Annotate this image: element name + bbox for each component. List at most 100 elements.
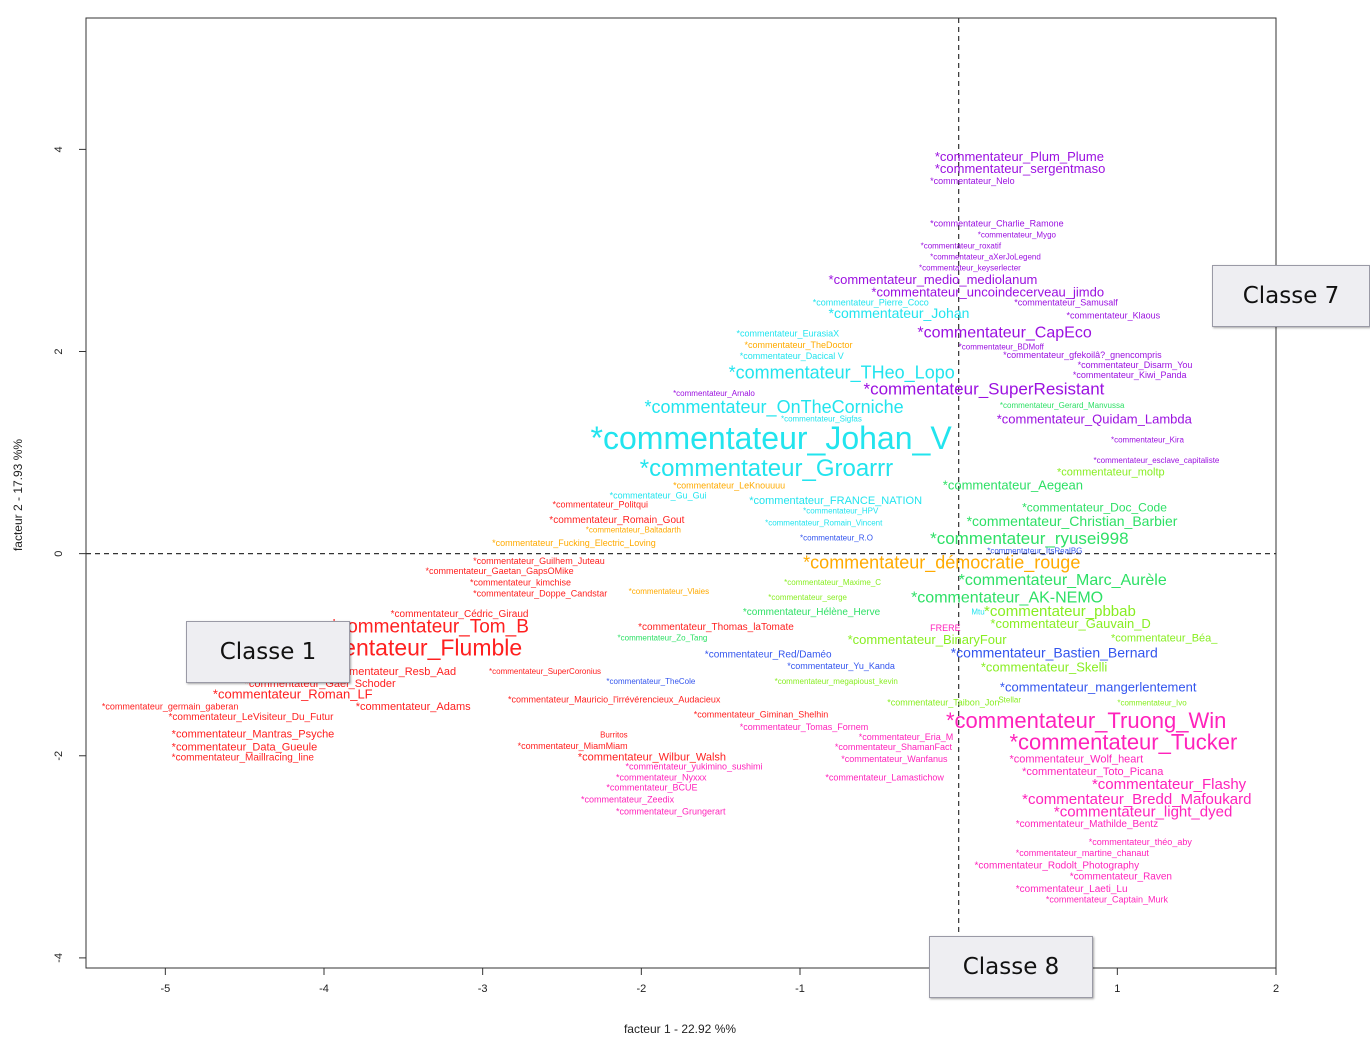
point-label: *commentateur_Truong_Win bbox=[946, 708, 1226, 733]
x-tick-label: -2 bbox=[636, 983, 646, 995]
point-label: *commentateur_Samusalf bbox=[1014, 297, 1118, 307]
point-label: Burritos bbox=[600, 731, 628, 740]
point-label: *commentateur_Guilhem_Juteau bbox=[473, 556, 605, 566]
point-label: *commentateur_Gerard_Manvussa bbox=[1000, 401, 1125, 410]
point-label: *commentateur_Arnalo bbox=[673, 389, 755, 398]
point-label: *commentateur_Baltadarth bbox=[586, 526, 681, 535]
point-label: *commentateur_Disarm_You bbox=[1078, 360, 1193, 370]
point-label: *commentateur_THeo_Lopo bbox=[729, 362, 955, 383]
point-label: *commentateur_esclave_capitaliste bbox=[1094, 456, 1220, 465]
y-tick-label: -2 bbox=[53, 751, 65, 761]
point-label: *commentateur_Doppe_Candstar bbox=[473, 588, 607, 598]
point-label: *commentateur_sergentmaso bbox=[935, 161, 1106, 176]
classe-7-label: Classe 7 bbox=[1212, 265, 1370, 327]
x-axis-ticks: -5-4-3-2-1012 bbox=[160, 968, 1279, 995]
point-label: *commentateur_Dacical V bbox=[740, 351, 844, 361]
point-label: *commentateur_Giminan_Shelhin bbox=[694, 710, 829, 720]
point-label: *commentateur_Wolf_heart bbox=[1009, 754, 1143, 766]
point-label: *commentateur_serge bbox=[768, 593, 847, 602]
point-label: *commentateur_mangerlentement bbox=[1000, 679, 1197, 694]
point-label: *commentateur_germain_gaberan bbox=[102, 702, 239, 712]
point-label: *commentateur_uncoindecerveau_jimdo bbox=[871, 284, 1104, 299]
point-label: *commentateur_Tom_B bbox=[330, 616, 529, 637]
x-axis-label: facteur 1 - 22.92 %% bbox=[624, 1022, 736, 1036]
y-tick-label: 0 bbox=[53, 551, 65, 557]
point-label: *commentateur_Resb_Aad bbox=[324, 666, 456, 678]
point-label: *commentateur_CapEco bbox=[917, 325, 1091, 342]
y-tick-label: 2 bbox=[53, 348, 65, 354]
point-label: *commentateur_BinaryFour bbox=[848, 632, 1008, 647]
point-label: *commentateur_LeVisiteur_Du_Futur bbox=[169, 712, 335, 723]
x-tick-label: -3 bbox=[478, 983, 488, 995]
classe-8-label: Classe 8 bbox=[929, 936, 1093, 998]
point-label: *commentateur_light_dyed bbox=[1054, 803, 1232, 820]
point-label: *commentateur_Laeti_Lu bbox=[1016, 884, 1128, 895]
point-label: *commentateur_BDMoff bbox=[959, 343, 1045, 352]
x-tick-label: -5 bbox=[160, 983, 170, 995]
point-label: *commentateur_medio_mediolanum bbox=[829, 272, 1038, 287]
point-label: *commentateur_Mygo bbox=[978, 230, 1057, 239]
plot-frame bbox=[85, 17, 1277, 969]
point-label: *commentateur_FRANCE_NATION bbox=[749, 495, 922, 507]
point-label: *commentateur_moltp bbox=[1057, 467, 1165, 479]
point-label: *commentateur_Johan bbox=[829, 305, 970, 321]
point-label: *commentateur_OnTheCorniche bbox=[645, 397, 904, 418]
x-tick-label: -1 bbox=[795, 983, 805, 995]
point-label: Mtu bbox=[971, 607, 984, 616]
point-label: *commentateur_Pierre_Coco bbox=[813, 297, 929, 307]
point-label: *commentateur_Roman_LF bbox=[213, 687, 373, 702]
point-label: *commentateur_démocratie_rouge bbox=[803, 552, 1080, 573]
point-label: *commentateur_Gu_Gui bbox=[610, 490, 707, 500]
point-label: *commentateur_Data_Gueule bbox=[172, 742, 318, 754]
point-label: *commentateur_Mathilde_Bentz bbox=[1016, 819, 1158, 830]
point-label: *commentateur_Thomas_laTomate bbox=[638, 622, 794, 633]
point-label: *commentateur_Maillracing_line bbox=[172, 752, 315, 763]
point-label: *commentateur_Zo_Tang bbox=[618, 634, 708, 643]
point-label: *commentateur_Nyxxx bbox=[616, 772, 707, 782]
point-label: *commentateur_Taibon_Jon bbox=[887, 698, 999, 708]
point-labels: *commentateur_Plum_Plume*commentateur_se… bbox=[102, 149, 1252, 905]
point-label: *commentateur_EurasiaX bbox=[737, 329, 840, 339]
point-label: *commentateur_Vlaies bbox=[629, 587, 709, 596]
point-label: *commentateur_megapioust_kevin bbox=[775, 677, 898, 686]
point-label: *commentateur_aXerJoLegend bbox=[930, 253, 1041, 262]
point-label: *commentateur_Adams bbox=[356, 701, 471, 713]
y-axis-label: facteur 2 - 17.93 %% bbox=[11, 439, 25, 551]
point-label: *commentateur_Tomas_Fornem bbox=[740, 722, 869, 732]
point-label: *commentateur_Rodolt_Photography bbox=[975, 861, 1140, 872]
point-label: *commentateur_Flashy bbox=[1092, 776, 1247, 793]
point-label: *commentateur_Raven bbox=[1070, 872, 1172, 883]
point-label: *commentateur_Bastien_Bernard bbox=[951, 644, 1158, 660]
point-label: *commentateur_Toto_Picana bbox=[1022, 766, 1164, 778]
point-label: *commentateur_Aegean bbox=[943, 477, 1083, 492]
point-label: *commentateur_Mauricio_l'irrévérencieux_… bbox=[508, 695, 721, 705]
point-label: *commentateur_ryusei998 bbox=[930, 529, 1128, 548]
point-label: *commentateur_AK-NEMO bbox=[911, 589, 1103, 606]
point-label: *commentateur_Mantras_Psyche bbox=[172, 728, 335, 740]
point-label: *commentateur_Gaetan_GapsOMike bbox=[426, 566, 574, 576]
point-label: *commentateur_Maxime_C bbox=[784, 578, 881, 587]
point-label: *commentateur_Grungerart bbox=[616, 807, 726, 817]
point-label: *commentateur_Red/Daméo bbox=[705, 649, 832, 660]
point-label: *commentateur_Nelo bbox=[930, 176, 1015, 186]
point-label: *commentateur_Hélène_Herve bbox=[743, 607, 881, 618]
point-label: *commentateur_MiamMiam bbox=[518, 741, 628, 751]
point-label: *commentateur_BCUE bbox=[606, 782, 697, 792]
point-label: *commentateur_SuperResistant bbox=[863, 379, 1104, 398]
point-label: *commentateur_Groarrr bbox=[640, 455, 893, 482]
x-tick-label: -4 bbox=[319, 983, 329, 995]
point-label: *commentateur_Doc_Code bbox=[1022, 500, 1167, 514]
point-label: Stellar bbox=[998, 695, 1021, 704]
point-label: *commentateur_R.O bbox=[800, 534, 873, 543]
point-label: *commentateur_kimchise bbox=[470, 577, 571, 587]
point-label: *commentateur_Wanfanus bbox=[841, 754, 948, 764]
point-label: *commentateur_Quidam_Lambda bbox=[997, 412, 1193, 427]
x-tick-label: 2 bbox=[1273, 983, 1279, 995]
y-axis-ticks: -4 -2 0 2 4 bbox=[53, 146, 86, 963]
point-label: *commentateur_Fucking_Electric_Loving bbox=[492, 538, 656, 548]
point-label: *commentateur_Christian_Barbier bbox=[967, 513, 1178, 529]
point-label: *commentateur_Romain_Gout bbox=[549, 515, 684, 526]
point-label: *commentateur_gfekoilâ?_gnencompris bbox=[1003, 350, 1162, 360]
point-label: *commentateur_Johan_V bbox=[591, 420, 953, 456]
